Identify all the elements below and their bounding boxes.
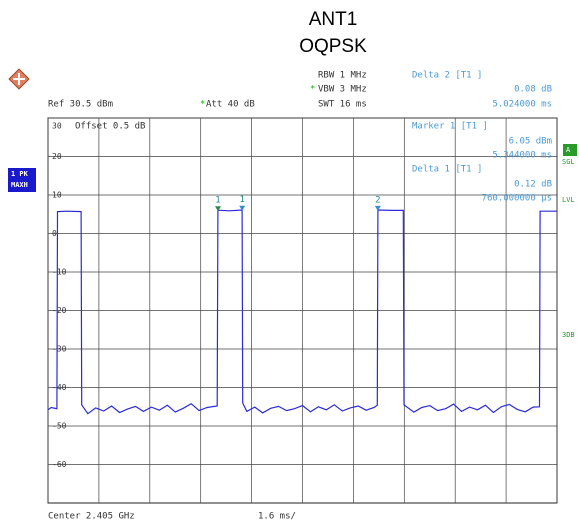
rbw: RBW 1 MHz — [318, 71, 367, 81]
trace-badge — [8, 168, 36, 192]
side-flag: LVL — [562, 196, 575, 204]
y-tick-label: -50 — [52, 422, 67, 431]
marker — [239, 205, 246, 211]
marker-readout: 5.024000 ms — [492, 100, 552, 110]
swt: SWT 16 ms — [318, 100, 367, 110]
marker — [374, 205, 381, 211]
y-tick-label: 20 — [52, 152, 62, 161]
y-tick-label: 30 — [52, 122, 62, 131]
vbw: VBW 3 MHz — [318, 85, 367, 95]
side-flag: A — [566, 146, 571, 154]
side-flag: SGL — [562, 158, 575, 166]
y-tick-label: -40 — [52, 383, 67, 392]
marker-readout: 760.000000 µs — [482, 194, 552, 204]
trace — [47, 209, 557, 415]
sweep-per-div: 1.6 ms/ — [258, 512, 296, 522]
chart-subtitle: OQPSK — [299, 36, 367, 57]
flag-box — [563, 144, 577, 156]
y-tick-label: -20 — [52, 306, 67, 315]
trace-mode: 1 PK — [11, 170, 29, 178]
ref-level: Ref 30.5 dBm — [48, 100, 113, 110]
marker-readout: 6.05 dBm — [509, 137, 552, 147]
marker-readout: 0.08 dB — [514, 85, 552, 95]
marker-readout: 5.344000 ms — [492, 151, 552, 161]
chart-title: ANT1 — [309, 9, 358, 30]
asterisk: * — [310, 85, 315, 95]
marker-label: 2 — [375, 195, 380, 205]
marker-readout: Marker 1 [T1 ] — [412, 122, 488, 132]
marker-readout: Delta 2 [T1 ] — [412, 71, 482, 81]
y-tick-label: 0 — [52, 229, 57, 238]
y-tick-label: -60 — [52, 460, 67, 469]
y-tick-label: -30 — [52, 345, 67, 354]
y-tick-label: 10 — [52, 191, 62, 200]
marker — [215, 206, 222, 212]
marker-readout: Delta 1 [T1 ] — [412, 165, 482, 175]
trace-mode: MAXH — [11, 181, 28, 189]
asterisk: * — [200, 100, 205, 110]
marker-readout: 0.12 dB — [514, 180, 552, 190]
marker-label: 1 — [239, 195, 244, 205]
y-tick-label: -10 — [52, 268, 67, 277]
side-flag: 3DB — [562, 331, 575, 339]
attenuation: Att 40 dB — [206, 100, 255, 110]
offset: Offset 0.5 dB — [75, 122, 145, 132]
marker-label: 1 — [215, 196, 220, 206]
center-frequency: Center 2.405 GHz — [48, 512, 135, 522]
logo — [8, 68, 30, 90]
